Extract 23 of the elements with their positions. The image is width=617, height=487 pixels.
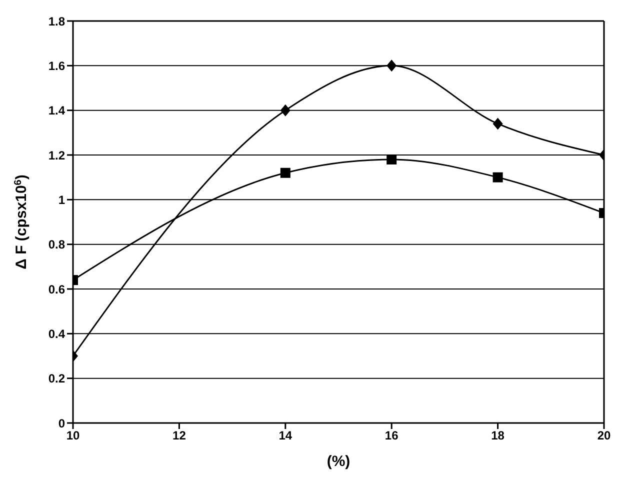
point bbox=[492, 172, 503, 182]
point bbox=[386, 60, 397, 72]
y-tick-label: 1.2 bbox=[48, 148, 66, 162]
x-tick-label: 20 bbox=[597, 428, 611, 443]
y-tick-label: 0.4 bbox=[48, 326, 66, 341]
y-tick-label: 1 bbox=[58, 192, 66, 207]
point bbox=[280, 104, 290, 116]
y-tick-label: 0.2 bbox=[48, 372, 66, 386]
y-tick-label: 1.4 bbox=[48, 104, 66, 118]
x-tick-label: 16 bbox=[384, 428, 399, 443]
y-tick-label: 0 bbox=[58, 416, 66, 430]
x-tick-label: 18 bbox=[491, 428, 505, 443]
point bbox=[492, 118, 503, 130]
y-tick-label: 0.8 bbox=[48, 238, 66, 252]
y-tick-label: 1.6 bbox=[48, 58, 66, 73]
x-tick-label: 12 bbox=[172, 428, 186, 443]
y-tick-label: 0.6 bbox=[48, 282, 66, 296]
x-tick-label: 10 bbox=[66, 428, 80, 443]
x-axis-title: (%) bbox=[326, 453, 350, 470]
point bbox=[386, 154, 397, 164]
point bbox=[280, 168, 290, 178]
y-tick-label: 1.8 bbox=[48, 14, 66, 28]
x-tick-label: 14 bbox=[278, 428, 292, 443]
